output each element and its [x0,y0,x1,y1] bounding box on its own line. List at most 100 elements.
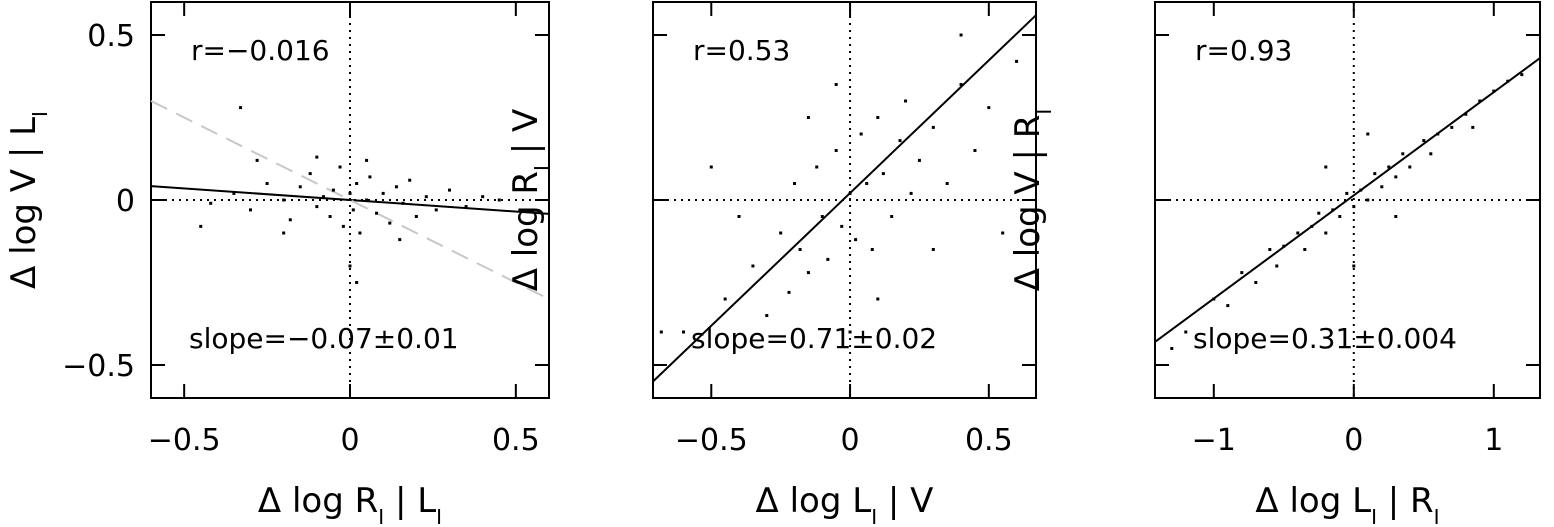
point [737,215,741,218]
point [1359,188,1363,192]
point [870,248,874,251]
point [973,149,977,152]
point [787,290,791,294]
point [709,165,713,169]
point [351,208,355,212]
point [232,191,236,195]
point [793,182,797,185]
point [355,281,359,284]
point [1492,89,1496,93]
point [959,33,963,37]
point [1015,59,1019,63]
label-part: I [1371,505,1377,527]
point [1436,132,1440,136]
point [365,158,369,162]
x-tick-label: 0 [841,423,860,458]
point [765,314,769,317]
point [1394,215,1398,218]
x-tick-label: 0.5 [492,423,540,458]
label-part: I [28,111,52,117]
point [798,248,802,251]
point [265,182,269,185]
point [806,271,810,275]
x-axis-label: Δ log RI | LI [258,481,442,527]
label-part: I [378,505,384,527]
x-tick-label: −0.5 [148,423,221,458]
x-tick-label: 0.5 [965,423,1013,458]
point [1310,224,1314,228]
point [321,195,325,199]
slope-annotation: slope=−0.07±0.01 [189,322,459,355]
point [308,172,312,176]
r-annotation: r=−0.016 [191,34,330,67]
y-axis-label: Δ log V | RI [1008,109,1056,292]
point [682,330,686,334]
point [779,231,783,235]
point [1387,165,1391,169]
label-part: Δ log V | R [1008,115,1048,292]
point [388,221,392,225]
point [1380,185,1384,189]
point [424,195,428,199]
point [1254,281,1258,284]
point [1226,304,1230,308]
fit-line [150,185,550,215]
point [904,99,908,103]
y-axis-label: Δ log RI | V [506,109,554,292]
label-part: Δ log R [506,171,546,291]
point [1282,244,1286,248]
point [394,185,398,189]
point [876,297,880,301]
point [931,125,935,129]
point [288,218,292,222]
point [341,224,345,228]
x-axis-label: Δ log LI | V [756,481,934,527]
r-annotation: r=0.53 [693,34,790,67]
point [331,188,335,192]
point [1338,215,1342,218]
point [434,208,438,212]
point [381,191,385,195]
point [1450,125,1454,129]
label-part: Δ log R [258,481,378,521]
point [865,182,869,185]
point [1240,271,1244,275]
slope-annotation: slope=0.31±0.004 [1193,322,1457,355]
label-part: | L [384,481,436,521]
label-part: I [530,165,554,171]
point [1422,139,1426,143]
point [848,330,852,334]
point [355,182,359,185]
point [834,83,838,86]
point [375,211,379,215]
point [249,208,252,212]
x-axis-label: Δ log LI | RI [1255,481,1439,527]
point [497,198,501,202]
point [751,264,755,268]
point [1366,132,1370,136]
point [255,158,259,162]
point [481,195,485,199]
point [1352,264,1356,268]
point [826,257,830,261]
x-tick-label: −0.5 [675,423,748,458]
point [209,201,213,205]
point [448,188,451,192]
point [1506,79,1510,83]
fit-line [150,100,550,300]
point [1401,152,1405,156]
point [1324,165,1328,169]
point [1520,73,1524,77]
point [1275,264,1279,268]
point [931,248,935,251]
point [239,106,243,110]
x-tick-label: 0 [340,423,359,458]
label-part: Δ log L [1255,481,1371,521]
label-part: I [1032,109,1056,115]
point [1212,297,1216,301]
point [368,175,372,179]
point [1464,112,1468,116]
point [348,264,352,268]
point [815,165,819,169]
